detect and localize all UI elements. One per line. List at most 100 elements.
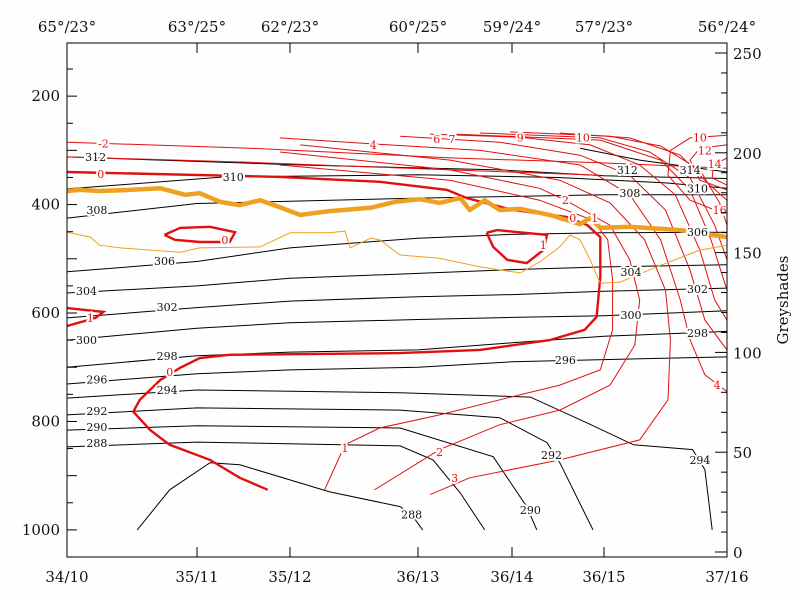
theta-contour-292: [66, 407, 594, 531]
top-station-label: 59°/24°: [483, 18, 541, 36]
bottom-station-label: 36/13: [396, 568, 439, 586]
theta-label: 298: [687, 327, 708, 340]
right-axis-title: Greyshades: [774, 256, 792, 345]
red-contour--2: [66, 141, 728, 169]
red-contour-14: [711, 157, 728, 186]
axes-layer: 65°/23° 34/10 63°/25° 35/11 62°/23° 35/12 60°/…: [22, 18, 762, 586]
theta-label: 306: [687, 226, 708, 239]
red-label: 1: [342, 442, 349, 455]
top-station-label: 57°/23°: [575, 18, 633, 36]
red-label: 1: [591, 212, 598, 225]
theta-label: 290: [86, 421, 107, 434]
right-tick-label: 0: [733, 544, 743, 562]
theta-label: 294: [157, 384, 178, 397]
theta-label: 312: [85, 151, 106, 164]
theta-contour-312: [66, 156, 728, 179]
red-label: 0: [569, 212, 576, 225]
contour-layer: [66, 131, 728, 531]
red-label: 3: [451, 472, 458, 485]
theta-label: 310: [223, 171, 244, 184]
red-label: 4: [714, 379, 721, 392]
theta-label: 306: [154, 255, 175, 268]
right-tick-label: 250: [733, 45, 762, 63]
theta-label: 310: [687, 182, 708, 195]
theta-label: 302: [687, 283, 708, 296]
red-label: 10: [576, 131, 590, 144]
orange-thick-line: [66, 186, 728, 240]
right-tick-label: 100: [733, 344, 762, 362]
bottom-station-label: 36/14: [490, 568, 533, 586]
red-label: -2: [98, 137, 109, 150]
theta-label: 304: [621, 266, 642, 279]
red-label: 0: [166, 366, 173, 379]
theta-label: 296: [86, 374, 107, 387]
theta-label: 312: [617, 164, 638, 177]
bottom-station-label: 35/12: [268, 568, 311, 586]
bottom-station-label: 37/16: [705, 568, 748, 586]
theta-contour-296: [66, 356, 728, 385]
bottom-station-label: 36/15: [582, 568, 625, 586]
right-tick-label: 150: [733, 245, 762, 263]
theta-contour-304: [66, 264, 728, 294]
theta-label: 304: [76, 285, 97, 298]
red-contour-1: [279, 164, 614, 491]
red-contour-1: [66, 306, 107, 328]
theta-label: 308: [86, 204, 107, 217]
red-label: 7: [448, 133, 455, 146]
red-contour-0: [163, 225, 237, 244]
theta-label: 288: [86, 437, 107, 450]
theta-contour-294: [66, 389, 713, 530]
red-label: 12: [698, 144, 712, 157]
theta-label: 308: [619, 187, 640, 200]
theta-label: 296: [555, 354, 576, 367]
red-label: 0: [97, 168, 104, 181]
theta-contour-306: [66, 231, 728, 273]
red-contour-1: [485, 228, 549, 265]
theta-label: 300: [621, 309, 642, 322]
red-contour-7: [454, 133, 728, 291]
theta-contour-290: [66, 425, 538, 531]
theta-contour-300: [66, 310, 728, 341]
left-tick-label: 600: [31, 304, 60, 322]
theta-label: 290: [520, 504, 541, 517]
plot-frame: [66, 42, 728, 558]
red-label: 14: [708, 158, 722, 171]
theta-label: 288: [401, 509, 422, 522]
theta-label: 302: [157, 301, 178, 314]
red-contour-10: [667, 134, 728, 216]
top-station-label: 60°/25°: [389, 18, 447, 36]
bottom-station-label: 34/10: [45, 568, 88, 586]
left-tick-label: 1000: [22, 521, 60, 539]
red-label: 4: [370, 139, 377, 152]
red-contour-5: [400, 135, 728, 351]
red-contour--1: [66, 156, 601, 176]
red-contour-0: [66, 170, 602, 491]
theta-label: 314: [680, 164, 701, 177]
theta-contour-288: [66, 441, 486, 531]
red-contour-2: [279, 151, 641, 491]
red-contour-4: [279, 137, 728, 392]
red-label: 1: [540, 239, 547, 252]
theta-contour-314: [580, 147, 728, 173]
right-tick-label: 50: [733, 444, 752, 462]
red-label: 6: [433, 133, 440, 146]
right-tick-label: 200: [733, 145, 762, 163]
red-contour-10: [559, 132, 728, 201]
red-label: 2: [436, 446, 443, 459]
top-station-label: 62°/23°: [261, 18, 319, 36]
left-tick-label: 200: [31, 87, 60, 105]
red-contour-3: [300, 144, 671, 496]
bottom-station-label: 35/11: [175, 568, 218, 586]
red-contour-6: [430, 133, 728, 321]
theta-contour-298: [66, 330, 728, 368]
red-label: 9: [517, 131, 524, 144]
theta-label: 292: [86, 405, 107, 418]
top-station-label: 65°/23°: [38, 18, 96, 36]
theta-contour-302: [66, 287, 728, 319]
theta-label: 300: [76, 334, 97, 347]
theta-label: 292: [541, 449, 562, 462]
red-label: 2: [562, 194, 569, 207]
